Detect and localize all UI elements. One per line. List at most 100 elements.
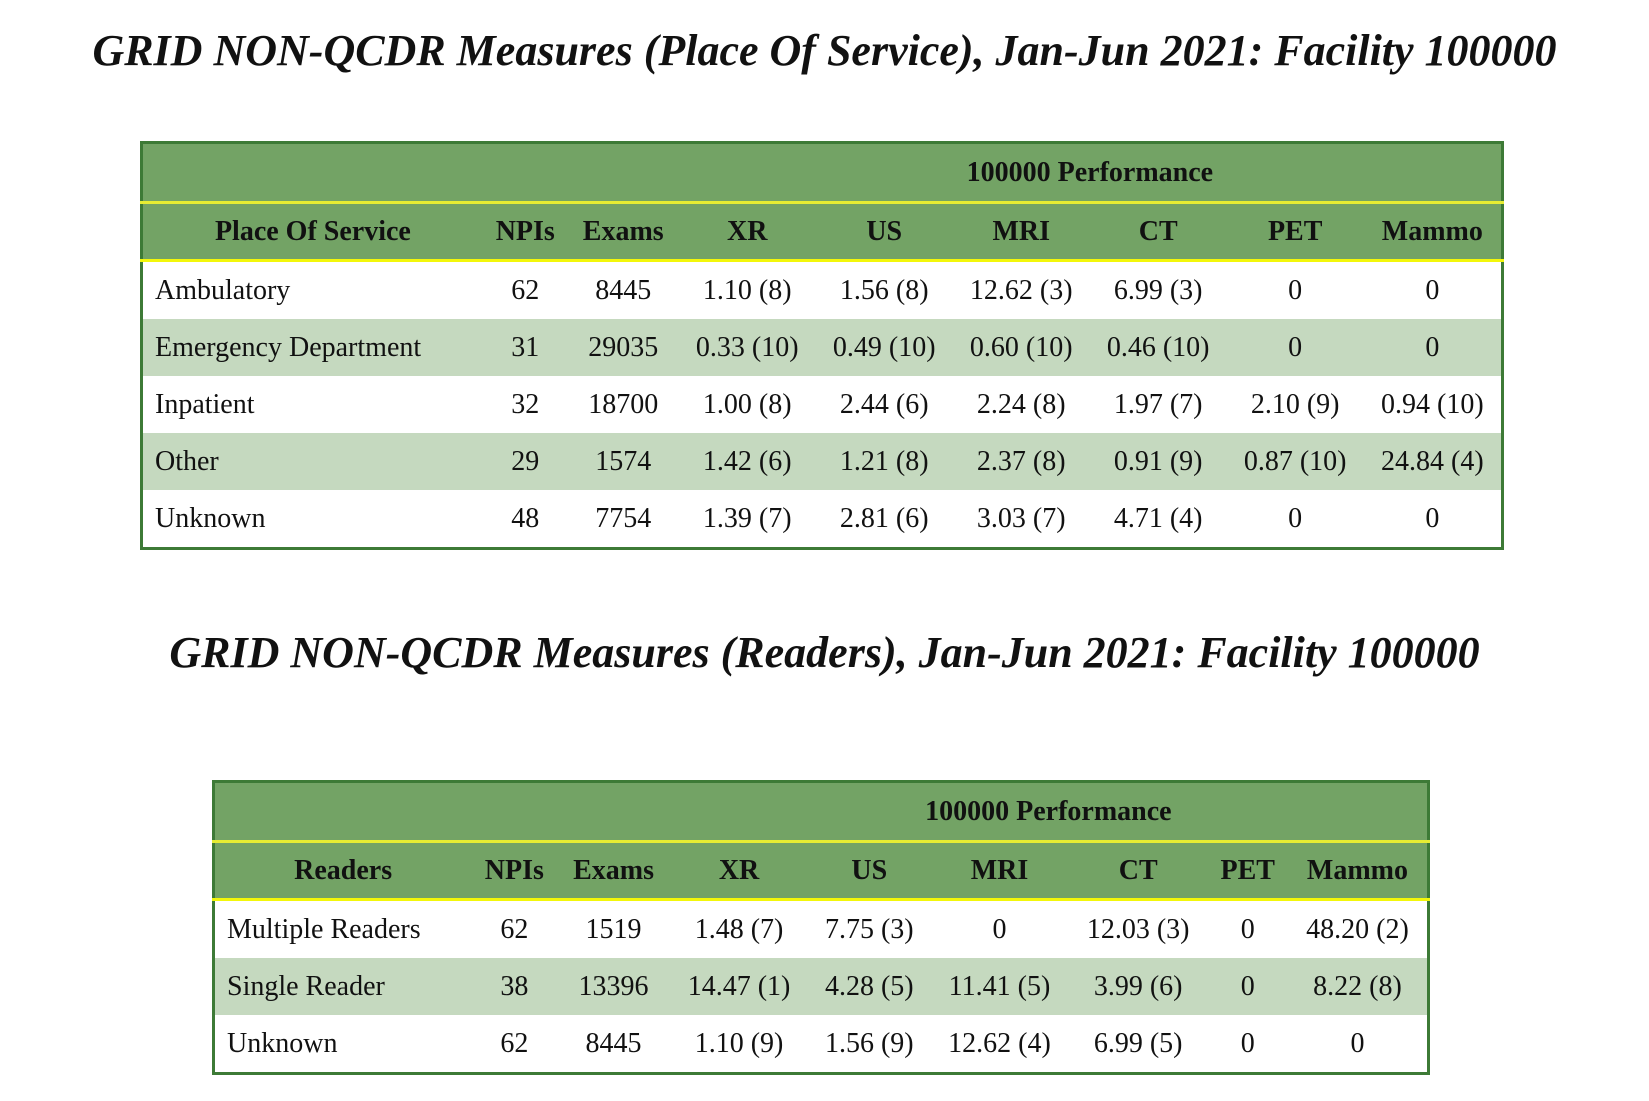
table-cell: 12.03 (3)	[1068, 899, 1208, 958]
header-spacer	[213, 781, 670, 843]
table-cell: 0	[1226, 319, 1364, 376]
table-cell: 6.99 (5)	[1068, 1015, 1208, 1074]
table-row: Multiple Readers 62 1519 1.48 (7) 7.75 (3) 0 1…	[213, 899, 1429, 958]
table-cell: 3.99 (6)	[1068, 958, 1208, 1015]
table-cell: 8445	[557, 1015, 670, 1074]
table-cell: 0	[1363, 319, 1503, 376]
table-cell: 0.49 (10)	[815, 319, 953, 376]
row-label: Unknown	[213, 1015, 472, 1074]
table-cell: 2.81 (6)	[815, 490, 953, 549]
performance-header: 100000 Performance	[669, 781, 1429, 843]
table-cell: 7754	[567, 490, 679, 549]
row-label: Single Reader	[213, 958, 472, 1015]
table-cell: 48	[482, 490, 568, 549]
table-row: Ambulatory 62 8445 1.10 (8) 1.56 (8) 12.62 (3…	[141, 260, 1503, 319]
table-cell: 1519	[557, 899, 670, 958]
table-row: Other 29 1574 1.42 (6) 1.21 (8) 2.37 (8) 0.91 …	[141, 433, 1503, 490]
column-header: Exams	[567, 202, 679, 262]
table-cell: 29	[482, 433, 568, 490]
performance-header: 100000 Performance	[678, 142, 1503, 204]
table-cell: 1.10 (8)	[678, 260, 816, 319]
column-header-row: Readers NPIs Exams XR US MRI CT PET Mammo	[213, 841, 1429, 901]
table-cell: 12.62 (4)	[930, 1015, 1069, 1074]
table-cell: 1.21 (8)	[815, 433, 953, 490]
table-cell: 4.71 (4)	[1089, 490, 1227, 549]
table-cell: 2.24 (8)	[952, 376, 1090, 433]
column-header: Exams	[557, 841, 670, 901]
table-row: Single Reader 38 13396 14.47 (1) 4.28 (5) 11.…	[213, 958, 1429, 1015]
table-row: Inpatient 32 18700 1.00 (8) 2.44 (6) 2.24 (8)…	[141, 376, 1503, 433]
table-cell: 31	[482, 319, 568, 376]
header-spacer	[141, 142, 679, 204]
table-cell: 0	[1207, 899, 1288, 958]
table-cell: 1.48 (7)	[669, 899, 809, 958]
table-cell: 0	[1207, 1015, 1288, 1074]
table-cell: 0	[1207, 958, 1288, 1015]
column-header: NPIs	[482, 202, 568, 262]
table-cell: 3.03 (7)	[952, 490, 1090, 549]
table-cell: 2.44 (6)	[815, 376, 953, 433]
table-cell: 1574	[567, 433, 679, 490]
column-header: XR	[678, 202, 816, 262]
place-of-service-table: 100000 Performance Place Of Service NPIs Ex…	[140, 141, 1504, 550]
column-header: US	[815, 202, 953, 262]
table-cell: 32	[482, 376, 568, 433]
table-cell: 0	[1226, 260, 1364, 319]
column-header: MRI	[930, 841, 1069, 901]
table-cell: 2.10 (9)	[1226, 376, 1364, 433]
table-cell: 4.28 (5)	[808, 958, 931, 1015]
table-cell: 0	[1363, 260, 1503, 319]
row-label: Multiple Readers	[213, 899, 472, 958]
row-label: Emergency Department	[141, 319, 483, 376]
table-cell: 0	[1226, 490, 1364, 549]
table-cell: 0.91 (9)	[1089, 433, 1227, 490]
table-cell: 0.60 (10)	[952, 319, 1090, 376]
table-cell: 18700	[567, 376, 679, 433]
table-cell: 13396	[557, 958, 670, 1015]
column-header: NPIs	[471, 841, 558, 901]
table-cell: 0.87 (10)	[1226, 433, 1364, 490]
table-cell: 1.56 (9)	[808, 1015, 931, 1074]
table-cell: 1.00 (8)	[678, 376, 816, 433]
table-cell: 0.46 (10)	[1089, 319, 1227, 376]
column-header: Readers	[213, 841, 472, 901]
column-header: Mammo	[1363, 202, 1503, 262]
column-header: CT	[1089, 202, 1227, 262]
table-cell: 0	[930, 899, 1069, 958]
place-of-service-report-title: GRID NON-QCDR Measures (Place Of Service…	[92, 26, 1557, 75]
table-cell: 24.84 (4)	[1363, 433, 1503, 490]
column-header: CT	[1068, 841, 1208, 901]
table-cell: 0	[1363, 490, 1503, 549]
table-cell: 62	[482, 260, 568, 319]
table-cell: 48.20 (2)	[1287, 899, 1429, 958]
table-cell: 0	[1287, 1015, 1429, 1074]
table-cell: 2.37 (8)	[952, 433, 1090, 490]
column-header: US	[808, 841, 931, 901]
table-cell: 14.47 (1)	[669, 958, 809, 1015]
table-cell: 62	[471, 1015, 558, 1074]
performance-header-row: 100000 Performance	[141, 142, 1503, 204]
row-label: Unknown	[141, 490, 483, 549]
table-cell: 1.10 (9)	[669, 1015, 809, 1074]
table-cell: 1.97 (7)	[1089, 376, 1227, 433]
column-header: MRI	[952, 202, 1090, 262]
table-cell: 1.42 (6)	[678, 433, 816, 490]
table-row: Emergency Department 31 29035 0.33 (10) 0.49…	[141, 319, 1503, 376]
column-header: XR	[669, 841, 809, 901]
table-cell: 7.75 (3)	[808, 899, 931, 958]
table-cell: 12.62 (3)	[952, 260, 1090, 319]
readers-report-title: GRID NON-QCDR Measures (Readers), Jan-Ju…	[169, 628, 1480, 677]
table-cell: 29035	[567, 319, 679, 376]
column-header: Mammo	[1287, 841, 1429, 901]
table-row: Unknown 62 8445 1.10 (9) 1.56 (9) 12.62 (4) 6.…	[213, 1015, 1429, 1074]
table-cell: 0.94 (10)	[1363, 376, 1503, 433]
column-header: Place Of Service	[141, 202, 483, 262]
table-cell: 62	[471, 899, 558, 958]
column-header-row: Place Of Service NPIs Exams XR US MRI CT PET Mam…	[141, 202, 1503, 262]
column-header: PET	[1226, 202, 1364, 262]
performance-header-row: 100000 Performance	[213, 781, 1429, 843]
table-cell: 1.39 (7)	[678, 490, 816, 549]
row-label: Ambulatory	[141, 260, 483, 319]
table-cell: 1.56 (8)	[815, 260, 953, 319]
table-cell: 0.33 (10)	[678, 319, 816, 376]
